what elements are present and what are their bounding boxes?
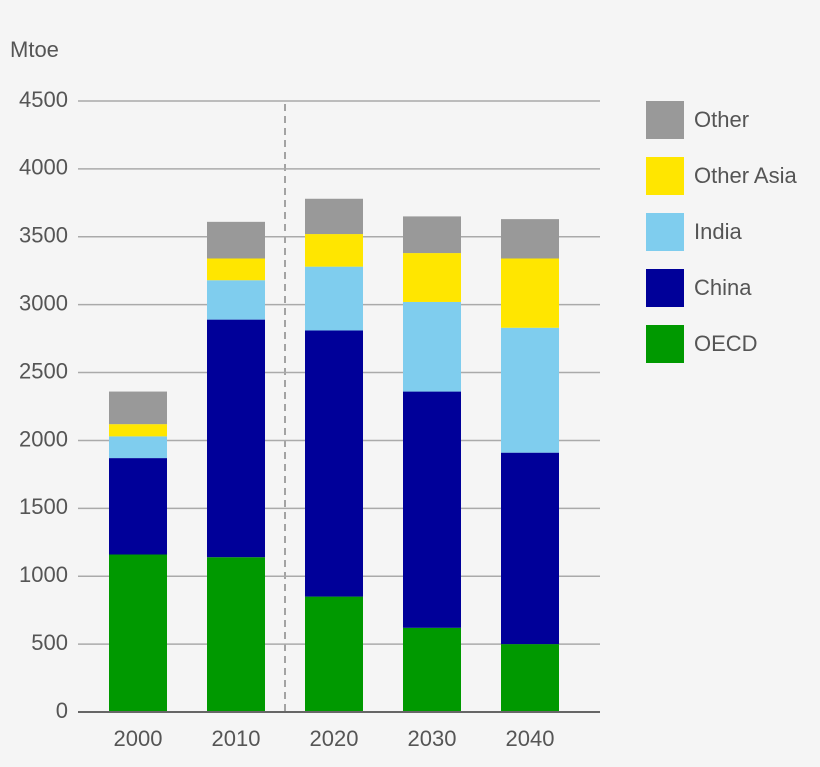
- bar-segment: [501, 644, 559, 712]
- y-tick-label: 3500: [19, 223, 68, 248]
- bar-segment: [305, 198, 363, 235]
- bar-segment: [109, 391, 167, 425]
- bar-segment: [305, 266, 363, 331]
- bar-segment: [207, 258, 265, 281]
- bar-segment: [305, 234, 363, 267]
- bar-segment: [501, 327, 559, 453]
- bar-segment: [501, 258, 559, 328]
- legend-label: OECD: [694, 331, 758, 356]
- x-tick-label: 2010: [212, 726, 261, 751]
- y-tick-label: 500: [31, 630, 68, 655]
- x-tick-label: 2020: [310, 726, 359, 751]
- bar-segment: [109, 424, 167, 437]
- y-tick-label: 3000: [19, 290, 68, 315]
- bar-segment: [403, 216, 461, 254]
- bar-segment: [207, 221, 265, 259]
- y-tick-label: 1500: [19, 494, 68, 519]
- legend-swatch: [646, 325, 684, 363]
- legend-swatch: [646, 101, 684, 139]
- bar-segment: [109, 458, 167, 555]
- legend-label: Other: [694, 107, 749, 132]
- legend-label: China: [694, 275, 752, 300]
- bar-segment: [109, 436, 167, 459]
- legend-label: Other Asia: [694, 163, 797, 188]
- bar-segment: [305, 330, 363, 597]
- bar-segment: [207, 319, 265, 558]
- x-tick-label: 2030: [408, 726, 457, 751]
- legend-swatch: [646, 213, 684, 251]
- bar-segment: [403, 253, 461, 302]
- bar-segment: [305, 596, 363, 712]
- bar-segment: [207, 557, 265, 712]
- y-tick-label: 1000: [19, 562, 68, 587]
- bar-segment: [501, 452, 559, 645]
- y-axis-label: Mtoe: [10, 37, 59, 62]
- legend-label: India: [694, 219, 742, 244]
- legend-swatch: [646, 157, 684, 195]
- bar-segment: [109, 554, 167, 712]
- bar-segment: [403, 627, 461, 712]
- x-tick-label: 2040: [506, 726, 555, 751]
- y-tick-label: 4000: [19, 155, 68, 180]
- bar-segment: [403, 391, 461, 628]
- bar-segment: [501, 219, 559, 259]
- y-tick-label: 0: [56, 698, 68, 723]
- y-tick-label: 4500: [19, 87, 68, 112]
- y-tick-label: 2000: [19, 426, 68, 451]
- y-tick-label: 2500: [19, 358, 68, 383]
- legend-swatch: [646, 269, 684, 307]
- bar-segment: [207, 280, 265, 320]
- bar-segment: [403, 301, 461, 392]
- x-tick-label: 2000: [114, 726, 163, 751]
